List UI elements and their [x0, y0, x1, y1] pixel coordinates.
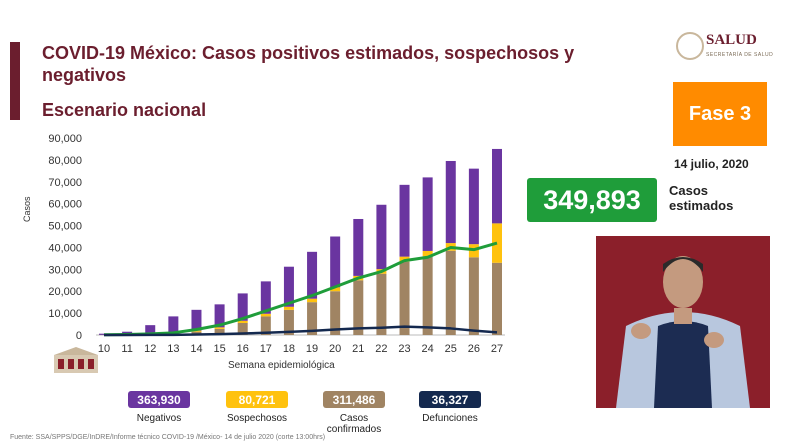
- y-tick-label: 80,000: [48, 155, 82, 167]
- y-tick-label: 30,000: [48, 264, 82, 276]
- line-estimados: [103, 241, 498, 337]
- x-tick-label: 24: [422, 343, 434, 355]
- bar-sospechosos: [260, 313, 271, 317]
- x-tick-label: 25: [445, 343, 457, 355]
- line-series: [103, 241, 498, 337]
- bar-confirmados: [307, 302, 318, 335]
- logo-subtext: SECRETARÍA DE SALUD: [706, 52, 774, 58]
- bar-negativos: [330, 236, 341, 288]
- interpreter-figure: [596, 236, 770, 408]
- x-tick-label: 23: [398, 343, 410, 355]
- x-tick-label: 22: [375, 343, 387, 355]
- y-tick-label: 40,000: [48, 242, 82, 254]
- bar-sospechosos: [422, 250, 433, 257]
- bar-negativos: [492, 148, 502, 224]
- bar-sospechosos: [307, 298, 318, 303]
- y-tick-label: 10,000: [48, 308, 82, 320]
- bar-negativos: [283, 266, 294, 307]
- bar-confirmados: [214, 328, 225, 335]
- interpreter-video: [596, 236, 770, 408]
- x-axis-label: Semana epidemiológica: [228, 360, 335, 371]
- x-tick-label: 18: [283, 343, 295, 355]
- bar-sospechosos: [214, 327, 225, 329]
- x-axis: 10 11 12 13 14 15 16 17 18 19 20 21 22 23 24 25 26 27: [98, 343, 503, 355]
- line-defunciones: [103, 325, 498, 337]
- y-tick-label: 90,000: [48, 133, 82, 145]
- bar-confirmados: [492, 262, 502, 335]
- bar-confirmados: [237, 322, 248, 335]
- source-footnote: Fuente: SSA/SPPS/DGE/InDRE/Informe técni…: [10, 434, 326, 441]
- logo-text: SALUD: [706, 32, 757, 48]
- stat-value: 363,930: [128, 391, 190, 408]
- seal-icon: [676, 32, 704, 60]
- page-title: COVID-19 México: Casos positivos estimad…: [42, 43, 575, 85]
- y-tick-label: 50,000: [48, 221, 82, 233]
- stat-value: 311,486: [323, 391, 385, 408]
- bar-negativos: [422, 177, 433, 251]
- bar-negativos: [214, 304, 225, 328]
- bar-negativos: [145, 325, 156, 334]
- x-tick-label: 19: [306, 343, 318, 355]
- x-tick-label: 26: [468, 343, 480, 355]
- x-tick-label: 16: [237, 343, 249, 355]
- x-tick-label: 12: [144, 343, 156, 355]
- bar-negativos: [445, 160, 456, 244]
- bar-confirmados: [283, 309, 294, 335]
- stat-label: Sospechosos: [226, 413, 288, 424]
- x-tick-label: 27: [491, 343, 503, 355]
- bar-negativos: [399, 184, 410, 257]
- bar-confirmados: [422, 256, 433, 335]
- bar-confirmados: [445, 250, 456, 335]
- salud-logo: SALUD SECRETARÍA DE SALUD: [668, 28, 778, 68]
- stat-label: Negativos: [136, 413, 182, 424]
- bar-confirmados: [330, 291, 341, 335]
- bar-negativos: [168, 316, 179, 333]
- page-subtitle: Escenario nacional: [42, 100, 207, 120]
- y-tick-label: 70,000: [48, 177, 82, 189]
- bar-confirmados: [260, 316, 271, 335]
- bar-negativos: [468, 168, 479, 245]
- building-illustration: [54, 347, 98, 373]
- bar-negativos: [307, 251, 318, 299]
- y-axis-label: Casos: [22, 196, 32, 222]
- bar-negativos: [191, 309, 202, 331]
- bar-confirmados: [353, 280, 364, 335]
- bar-negativos: [376, 204, 387, 270]
- bar-confirmados: [376, 273, 387, 335]
- bar-negativos: [353, 218, 364, 276]
- y-tick-label: 20,000: [48, 286, 82, 298]
- y-tick-label: 0: [76, 330, 82, 342]
- bar-sospechosos: [330, 287, 341, 292]
- y-axis: 0 10,000 20,000 30,000 40,000 50,000 60,000 70,…: [48, 133, 505, 342]
- accent-stripe: [10, 42, 20, 120]
- x-tick-label: 20: [329, 343, 341, 355]
- y-tick-label: 60,000: [48, 199, 82, 211]
- x-tick-label: 13: [167, 343, 179, 355]
- x-tick-label: 10: [98, 343, 110, 355]
- bar-series: [99, 148, 502, 335]
- bar-sospechosos: [283, 306, 294, 310]
- stat-value: 36,327: [419, 391, 481, 408]
- stat-label: Casos confirmados: [326, 413, 382, 435]
- x-tick-label: 11: [121, 343, 132, 355]
- x-tick-label: 21: [352, 343, 364, 355]
- x-tick-label: 17: [260, 343, 272, 355]
- bar-confirmados: [399, 261, 410, 335]
- phase-badge: Fase 3: [673, 82, 767, 146]
- bar-confirmados: [468, 257, 479, 335]
- stat-label: Defunciones: [422, 413, 478, 424]
- x-tick-label: 15: [213, 343, 225, 355]
- estimated-cases-label: Casos estimados: [669, 183, 734, 213]
- bar-sospechosos: [191, 330, 202, 332]
- estimated-cases-value: 349,893: [527, 178, 657, 222]
- bar-negativos: [237, 293, 248, 321]
- stat-value: 80,721: [226, 391, 288, 408]
- bar-negativos: [260, 281, 271, 314]
- x-tick-label: 14: [190, 343, 202, 355]
- report-date: 14 julio, 2020: [674, 157, 749, 171]
- bar-sospechosos: [237, 320, 248, 323]
